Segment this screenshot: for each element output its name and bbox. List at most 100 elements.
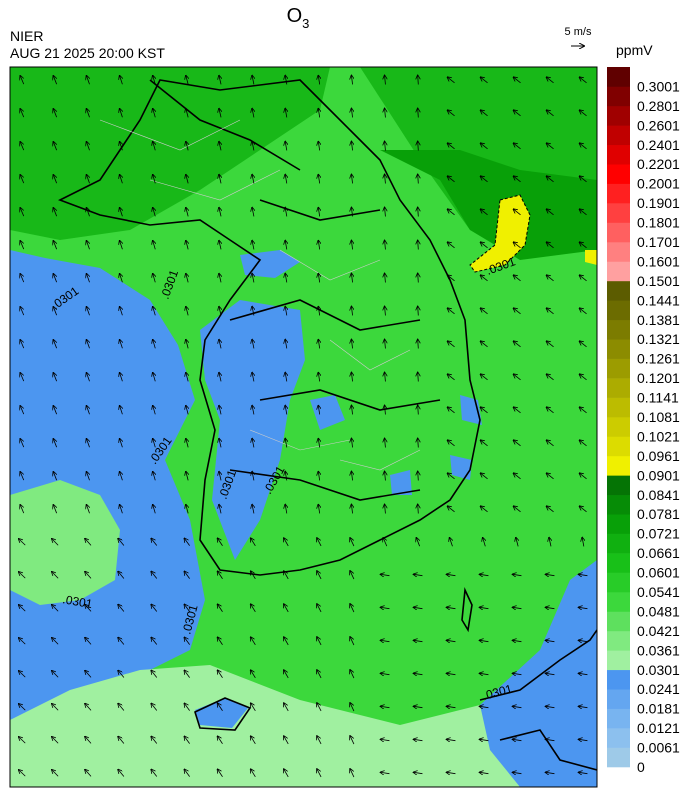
- wind-arrow: [480, 574, 489, 575]
- wind-arrow: [385, 340, 386, 349]
- wind-arrow: [447, 440, 455, 447]
- wind-arrow: [546, 440, 554, 447]
- colorbar-label: 0.2001: [637, 176, 680, 192]
- colorbar-label: 0.1701: [637, 234, 680, 250]
- wind-arrow: [418, 109, 419, 118]
- wind-arrow: [20, 373, 25, 382]
- wind-arrow: [579, 673, 588, 674]
- colorbar-segment: [607, 86, 630, 107]
- wind-arrow: [20, 274, 25, 283]
- wind-arrow: [53, 472, 56, 481]
- wind-arrow: [285, 109, 287, 118]
- wind-arrow: [218, 637, 223, 645]
- wind-arrow: [579, 607, 588, 608]
- colorbar-segment: [607, 183, 630, 204]
- colorbar-segment: [607, 339, 630, 359]
- wind-arrow: [120, 340, 123, 349]
- colorbar-label: 0.0661: [637, 545, 680, 561]
- wind-arrow: [184, 571, 190, 579]
- wind-arrow: [86, 406, 89, 415]
- wind-arrow: [285, 439, 287, 448]
- wind-arrow: [285, 340, 287, 349]
- colorbar-label: 0.1021: [637, 428, 680, 444]
- colorbar-label: 0.1381: [637, 312, 680, 328]
- wind-arrow: [53, 274, 56, 283]
- wind-arrow: [546, 574, 555, 575]
- wind-arrow: [513, 242, 521, 249]
- colorbar-label: 0.1501: [637, 273, 680, 289]
- wind-arrow: [381, 739, 390, 740]
- wind-arrow: [20, 208, 25, 217]
- wind-arrow: [447, 275, 455, 282]
- colorbar-segment: [607, 728, 630, 748]
- wind-arrow: [186, 505, 188, 514]
- wind-arrow: [252, 472, 254, 481]
- wind-arrow: [252, 439, 254, 448]
- colorbar-label: 0.0241: [637, 681, 680, 697]
- wind-arrow: [418, 307, 419, 316]
- wind-arrow: [20, 406, 25, 415]
- wind-arrow: [480, 739, 489, 740]
- wind-arrow: [480, 176, 488, 183]
- wind-arrow: [579, 640, 588, 641]
- wind-arrow: [52, 671, 59, 678]
- wind-arrow: [151, 670, 158, 678]
- wind-arrow: [385, 76, 386, 85]
- wind-arrow: [317, 571, 322, 580]
- colorbar-label: 0.0121: [637, 720, 680, 736]
- wind-arrow: [284, 703, 289, 712]
- colorbar-segment: [607, 261, 630, 282]
- wind-arrow: [284, 769, 289, 778]
- wind-arrow: [383, 538, 388, 547]
- colorbar-segment: [607, 669, 630, 690]
- wind-arrow: [318, 472, 319, 481]
- wind-arrow: [513, 673, 522, 674]
- wind-arrow: [285, 373, 287, 382]
- wind-arrow: [418, 406, 419, 415]
- wind-arrow: [219, 307, 221, 316]
- wind-arrow: [350, 769, 355, 778]
- wind-arrow: [120, 274, 123, 283]
- wind-arrow: [153, 241, 156, 250]
- wind-arrow: [184, 604, 190, 612]
- wind-arrow: [53, 307, 56, 316]
- colorbar-label: 0.2201: [637, 156, 680, 172]
- wind-arrow: [186, 109, 188, 118]
- wind-arrow: [284, 538, 289, 547]
- colorbar-segment: [607, 203, 630, 223]
- wind-arrow: [284, 604, 289, 613]
- wind-arrow: [447, 110, 455, 117]
- wind-arrow: [86, 340, 89, 349]
- wind-arrow: [251, 703, 256, 712]
- wind-arrow: [418, 142, 419, 151]
- wind-arrow: [350, 604, 355, 613]
- wind-arrow: [285, 307, 287, 316]
- wind-arrow: [153, 439, 156, 448]
- wind-arrow: [579, 772, 588, 773]
- wind-arrow: [350, 703, 355, 712]
- wind-arrow: [219, 241, 221, 250]
- wind-arrow: [284, 571, 289, 580]
- wind-arrow: [153, 76, 156, 85]
- wind-arrow: [118, 671, 125, 678]
- colorbar-segment: [607, 417, 630, 437]
- wind-arrow: [546, 607, 555, 608]
- wind-arrow: [579, 77, 587, 84]
- wind-arrow: [52, 539, 59, 546]
- wind-arrow: [317, 604, 322, 613]
- wind-arrow: [218, 736, 223, 744]
- wind-arrow: [285, 208, 287, 217]
- wind-arrow: [513, 706, 522, 707]
- wind-arrow: [385, 109, 386, 118]
- wind-arrow: [350, 571, 355, 580]
- contour-label: .0301: [61, 592, 93, 611]
- wind-arrow: [251, 571, 256, 580]
- colorbar-segment: [607, 533, 630, 554]
- wind-arrow: [252, 142, 254, 151]
- wind-arrow: [285, 505, 287, 514]
- colorbar-label: 0.0961: [637, 448, 680, 464]
- colorbar-segment: [607, 708, 630, 729]
- wind-arrow: [52, 605, 59, 612]
- wind-arrow: [546, 739, 555, 740]
- wind-arrow: [447, 176, 455, 183]
